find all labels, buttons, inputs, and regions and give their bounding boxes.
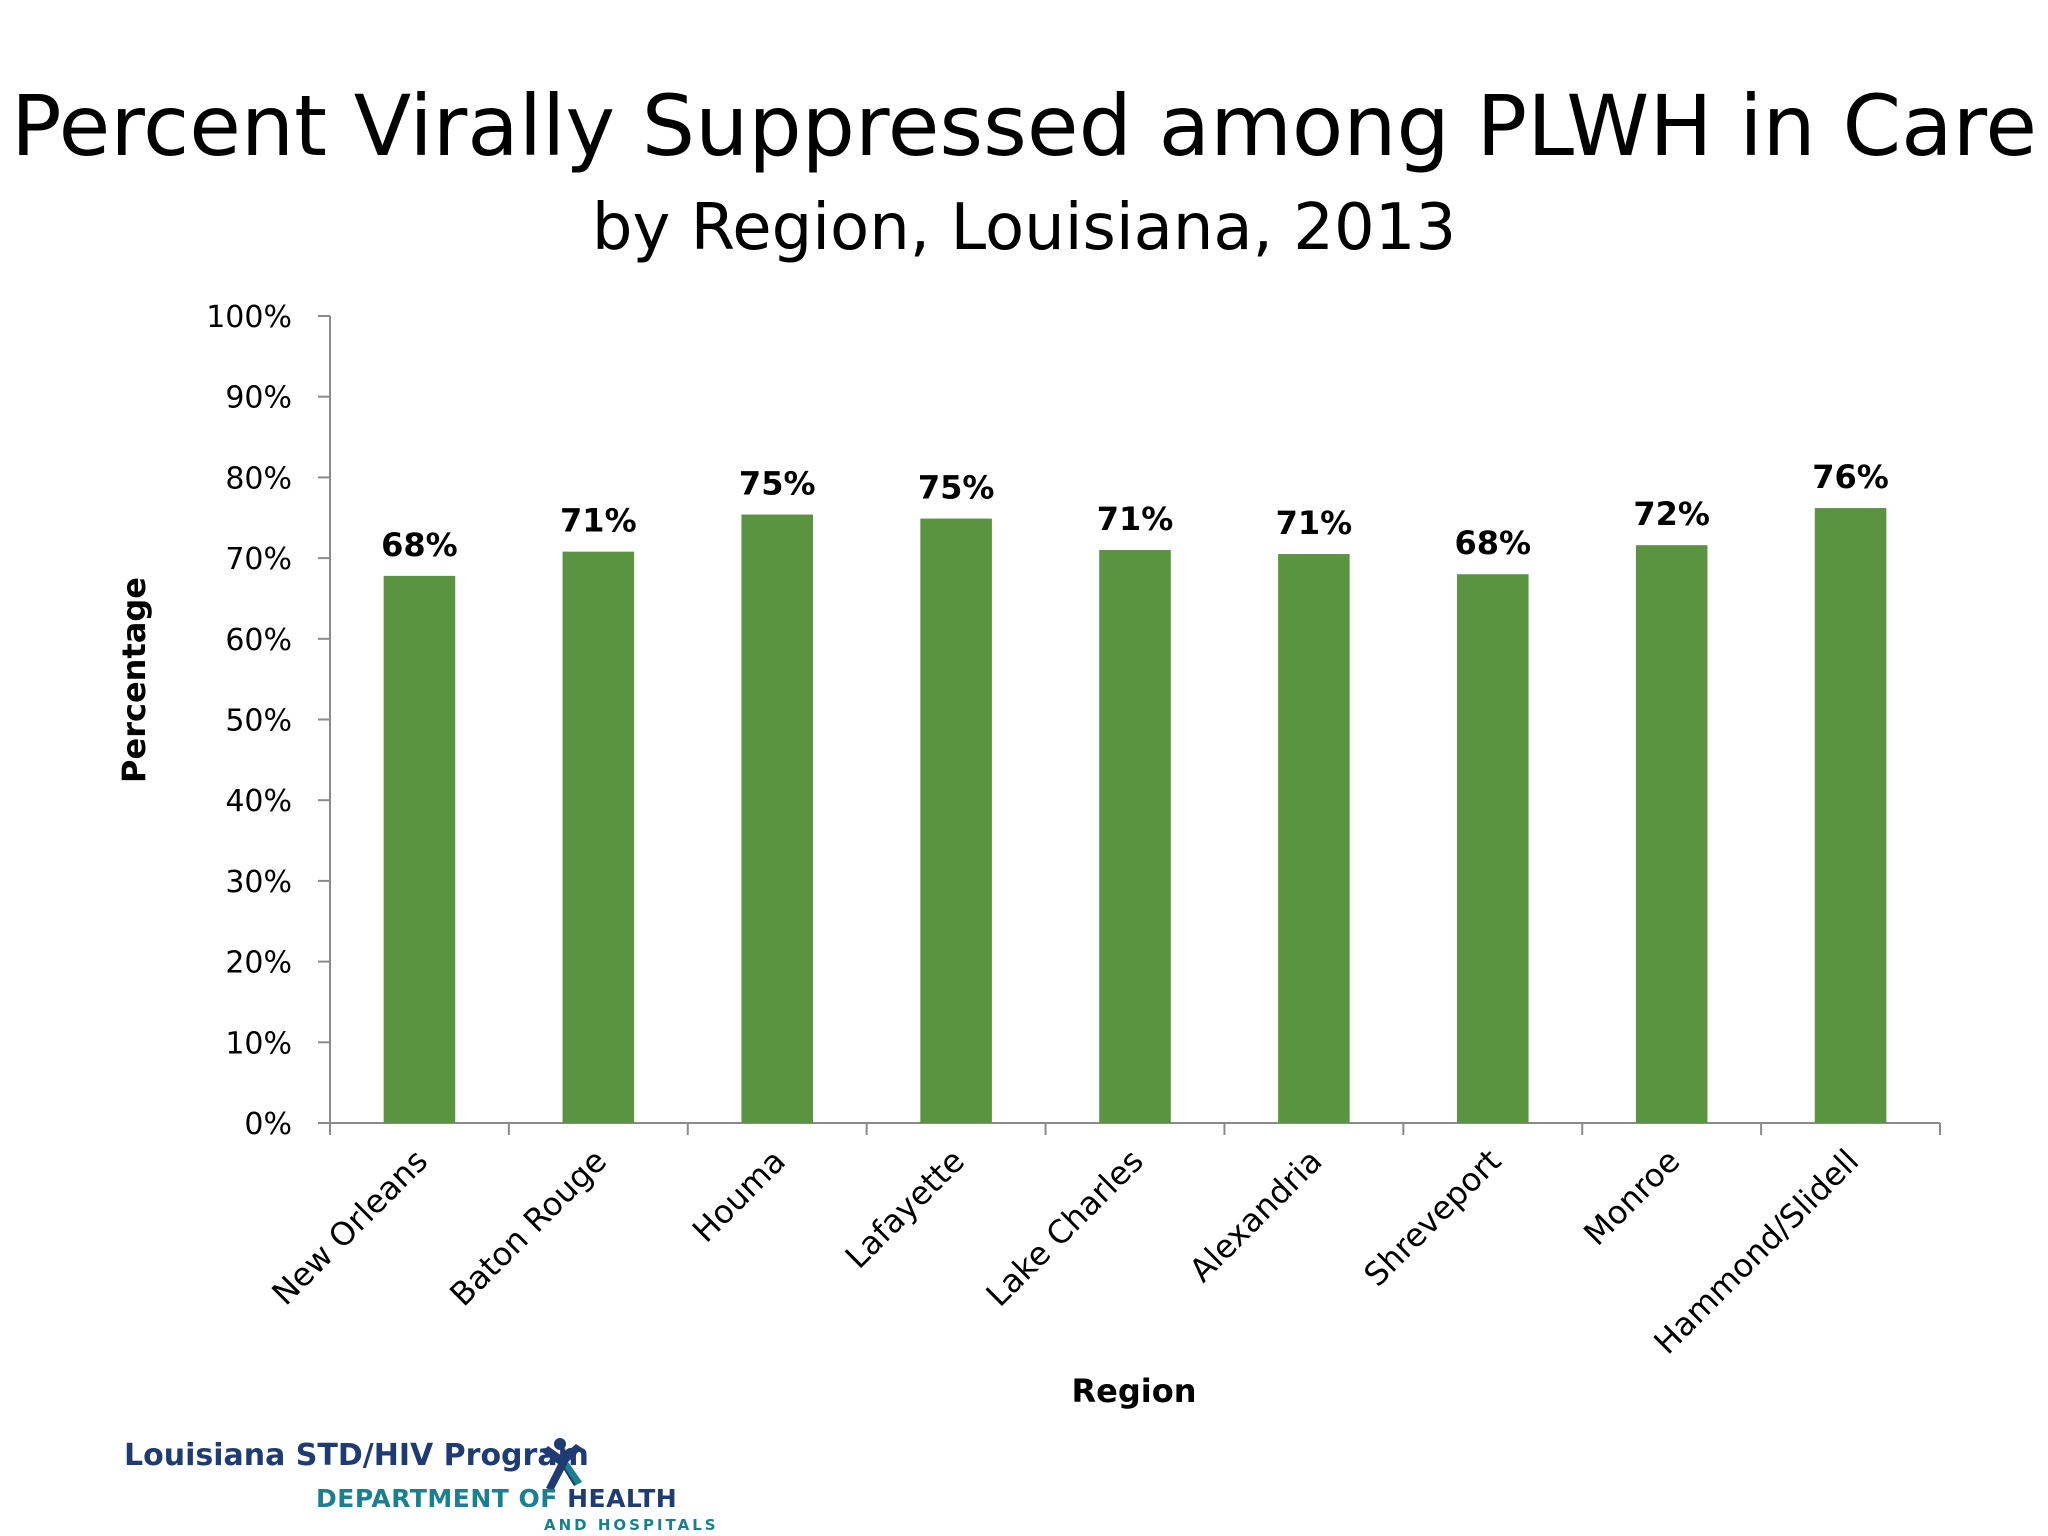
department-prefix: DEPARTMENT OF	[316, 1484, 568, 1513]
y-tick-label: 0%	[244, 1107, 292, 1142]
bar	[1635, 545, 1708, 1123]
y-axis-title: Percentage	[115, 577, 153, 783]
category-label: New Orleans	[264, 1142, 435, 1313]
y-tick-label: 50%	[225, 704, 292, 739]
data-label: 75%	[739, 465, 816, 503]
bar	[1099, 550, 1171, 1123]
y-tick-label: 10%	[225, 1026, 292, 1061]
person-figure-icon	[542, 1438, 582, 1491]
data-label: 68%	[381, 526, 458, 564]
chart-subtitle: by Region, Louisiana, 2013	[591, 191, 1457, 265]
category-label: Shreveport	[1356, 1142, 1508, 1294]
y-tick-label: 40%	[225, 784, 292, 819]
category-label: Houma	[685, 1142, 793, 1250]
chart-title: Percent Virally Suppressed among PLWH in…	[10, 77, 2037, 175]
data-label: 72%	[1633, 495, 1710, 533]
department-health: HEALTH	[567, 1484, 678, 1513]
bar	[1278, 554, 1350, 1123]
data-label: 71%	[560, 502, 637, 540]
y-tick-label: 90%	[225, 381, 292, 416]
category-labels: New Orleans Baton Rouge Houma Lafayette Lake…	[264, 1142, 1866, 1362]
y-tick-label: 30%	[225, 865, 292, 900]
program-name: Louisiana STD/HIV Program	[124, 1438, 589, 1473]
bars	[383, 508, 1887, 1123]
category-label: Baton Rouge	[442, 1142, 614, 1314]
y-tick-label: 60%	[225, 623, 292, 658]
data-label: 71%	[1276, 504, 1353, 542]
category-label: Monroe	[1576, 1142, 1687, 1253]
category-label: Alexandria	[1182, 1142, 1330, 1290]
data-label: 76%	[1812, 458, 1889, 496]
data-label: 71%	[1097, 500, 1174, 538]
department-name: DEPARTMENT OF HEALTH	[316, 1484, 677, 1513]
data-label: 68%	[1454, 524, 1531, 562]
y-tick-label: 100%	[206, 300, 292, 335]
y-axis: 0% 10% 20% 30% 40% 50% 60% 70% 80% 90% 100%	[206, 300, 331, 1142]
x-axis-title: Region	[1072, 1372, 1197, 1410]
y-tick-label: 70%	[225, 542, 292, 577]
y-tick-label: 80%	[225, 461, 292, 496]
data-label: 75%	[918, 469, 995, 507]
department-subtitle: AND HOSPITALS	[544, 1516, 719, 1534]
y-tick-label: 20%	[225, 946, 292, 981]
data-labels: 68% 71% 75% 75% 71% 71% 68% 72% 76%	[381, 458, 1889, 564]
bar	[920, 518, 992, 1123]
bar	[1814, 508, 1887, 1123]
bar	[1457, 574, 1529, 1123]
bar	[741, 514, 813, 1123]
bar	[562, 551, 635, 1123]
category-label: Lake Charles	[979, 1142, 1151, 1314]
bar	[383, 575, 456, 1123]
category-label: Lafayette	[838, 1142, 972, 1276]
x-axis	[329, 1122, 1941, 1135]
